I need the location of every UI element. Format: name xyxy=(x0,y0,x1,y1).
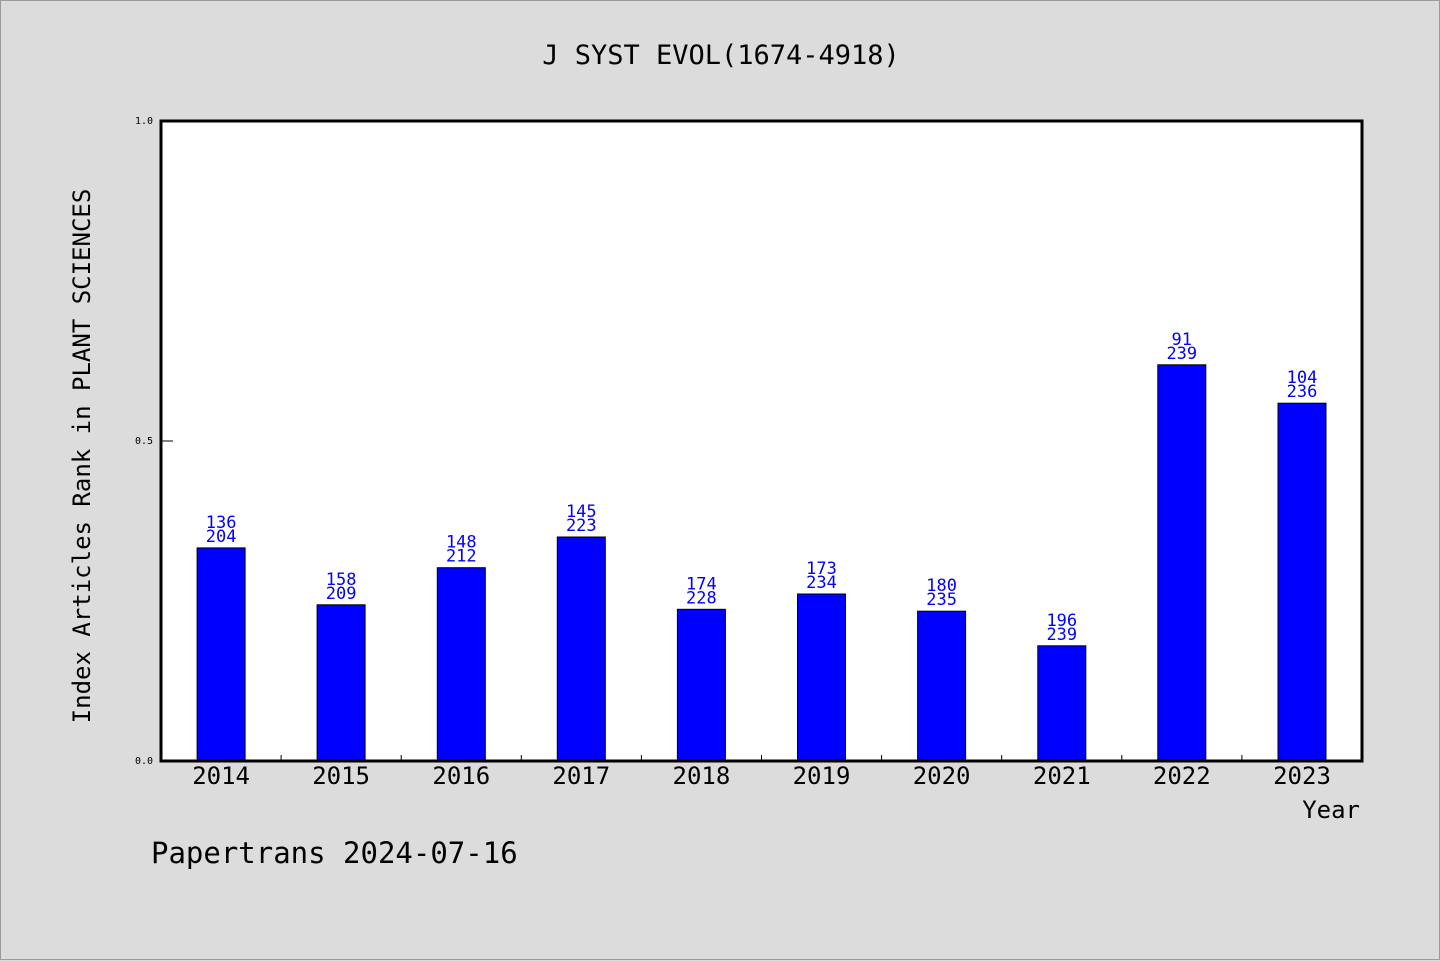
bar-2017 xyxy=(556,536,606,762)
footer-credit: Papertrans 2024-07-16 xyxy=(151,836,518,870)
x-tick-label-2021: 2021 xyxy=(1033,762,1091,790)
bar-label-total-2015: 209 xyxy=(326,584,357,604)
bar-label-rank-2021: 196 xyxy=(1046,611,1077,631)
x-axis-label: Year xyxy=(1302,796,1360,824)
chart-title: J SYST EVOL(1674-4918) xyxy=(542,40,900,71)
bar-label-rank-2018: 174 xyxy=(686,574,717,594)
bars-group xyxy=(196,364,1327,762)
bar-label-rank-2017: 145 xyxy=(566,502,597,522)
bar-2020 xyxy=(917,610,967,762)
bar-label-total-2017: 223 xyxy=(566,516,597,536)
bar-2016 xyxy=(436,567,486,762)
x-tick-label-2022: 2022 xyxy=(1153,762,1211,790)
y-tick-label: 0.0 xyxy=(135,756,153,767)
bar-label-rank-2019: 173 xyxy=(806,559,837,579)
x-tick-label-2018: 2018 xyxy=(673,762,731,790)
x-tick-label-2017: 2017 xyxy=(552,762,610,790)
bar-label-rank-2015: 158 xyxy=(326,570,357,590)
bar-label-total-2020: 235 xyxy=(926,590,957,610)
bar-label-rank-2023: 104 xyxy=(1287,368,1318,388)
y-axis-label: Index Articles Rank in PLANT SCIENCES xyxy=(68,189,96,724)
bar-2023 xyxy=(1277,402,1327,762)
bar-label-total-2019: 234 xyxy=(806,573,837,593)
bar-label-total-2016: 212 xyxy=(446,547,477,567)
x-tick-label-2019: 2019 xyxy=(793,762,851,790)
bar-label-total-2021: 239 xyxy=(1046,625,1077,645)
x-tick-label-2014: 2014 xyxy=(192,762,250,790)
bar-label-total-2023: 236 xyxy=(1287,382,1318,402)
x-tick-label-2023: 2023 xyxy=(1273,762,1331,790)
x-tick-label-2016: 2016 xyxy=(432,762,490,790)
x-tick-label-2015: 2015 xyxy=(312,762,370,790)
bar-2019 xyxy=(797,593,846,762)
bar-label-rank-2020: 180 xyxy=(926,576,957,596)
bar-2018 xyxy=(676,608,726,762)
y-tick-label: 0.5 xyxy=(135,436,153,447)
bar-2022 xyxy=(1157,364,1207,762)
bar-label-total-2022: 239 xyxy=(1166,344,1197,364)
bar-2014 xyxy=(196,547,246,762)
bar-label-total-2018: 228 xyxy=(686,588,717,608)
bar-label-rank-2022: 91 xyxy=(1172,330,1192,350)
x-tick-label-2020: 2020 xyxy=(913,762,971,790)
x-axis-ticks: 2014 2015 2016 2017 2018 2019 2020 2021 2022 2023 xyxy=(192,755,1331,790)
plot-border xyxy=(159,119,1364,763)
bar-2021 xyxy=(1037,645,1087,762)
y-tick-label: 1.0 xyxy=(135,116,153,127)
bar-2015 xyxy=(316,604,366,762)
bar-label-total-2014: 204 xyxy=(206,527,237,547)
bar-label-rank-2014: 136 xyxy=(206,513,237,533)
bar-label-rank-2016: 148 xyxy=(446,533,477,553)
